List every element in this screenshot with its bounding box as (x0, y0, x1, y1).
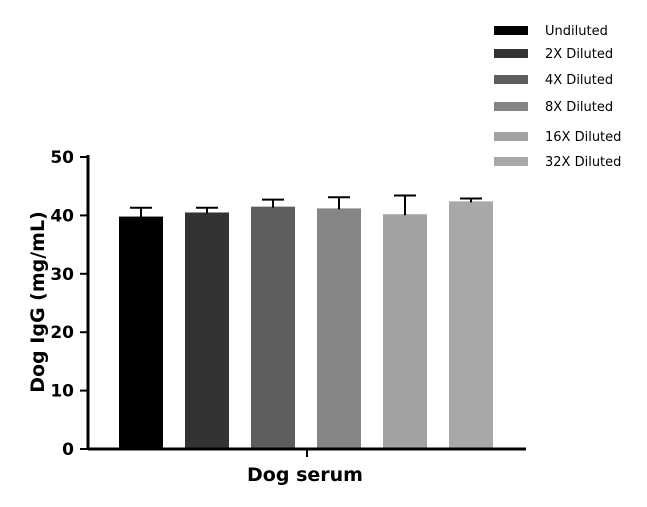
x-axis-title: Dog serum (247, 464, 363, 486)
legend-swatch-0 (494, 26, 528, 35)
y-tick-label-3: 30 (50, 265, 74, 285)
bars-layer (119, 201, 493, 449)
legend-swatch-4 (494, 132, 528, 141)
y-axis-title: Dog IgG (mg/mL) (27, 211, 49, 393)
y-tick-label-5: 50 (50, 148, 74, 168)
y-tick-label-2: 20 (50, 323, 74, 343)
legend-label-4: 16X Diluted (545, 130, 621, 145)
y-tick-label-4: 40 (50, 206, 74, 226)
bar-1 (185, 212, 229, 449)
y-tick-label-1: 10 (50, 382, 74, 402)
legend-label-3: 8X Diluted (545, 100, 613, 115)
bar-0 (119, 216, 163, 449)
legend-swatch-1 (494, 49, 528, 58)
legend-swatch-3 (494, 102, 528, 111)
legend-swatch-5 (494, 157, 528, 166)
legend-label-2: 4X Diluted (545, 73, 613, 88)
y-ticks-layer: 0 10 20 30 40 50 (50, 148, 88, 460)
y-tick-label-0: 0 (62, 440, 74, 460)
legend-label-1: 2X Diluted (545, 47, 613, 62)
bar-5 (449, 201, 493, 449)
legend-label-5: 32X Diluted (545, 155, 621, 170)
bar-4 (383, 214, 427, 449)
legend-label-0: Undiluted (545, 24, 608, 39)
legend-swatch-2 (494, 75, 528, 84)
bar-2 (251, 206, 295, 449)
error-bars-layer (130, 194, 482, 218)
axes-layer (86, 155, 526, 457)
legend: Undiluted 2X Diluted 4X Diluted 8X Diluted 1… (494, 24, 621, 170)
bar-3 (317, 208, 361, 449)
